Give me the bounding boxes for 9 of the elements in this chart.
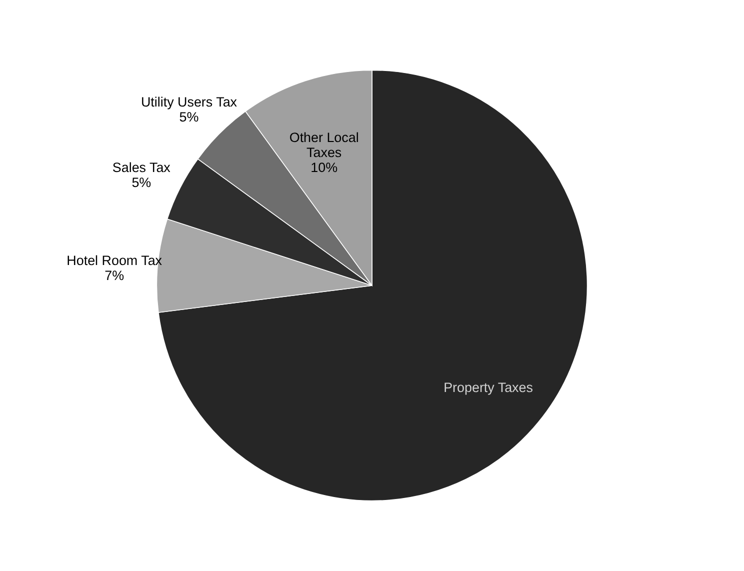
data-label: 5% <box>132 174 152 190</box>
slice-label: Property Taxes <box>444 380 534 395</box>
slice-label: Other Local Taxes <box>289 130 359 160</box>
slice-label: Sales Tax <box>112 160 171 175</box>
slice-label: Hotel Room Tax <box>66 253 162 268</box>
data-label: 5% <box>179 109 199 124</box>
data-label: 10% <box>310 160 338 176</box>
slice-label: Utility Users Tax <box>140 94 238 110</box>
data-label: 7% <box>104 268 124 284</box>
